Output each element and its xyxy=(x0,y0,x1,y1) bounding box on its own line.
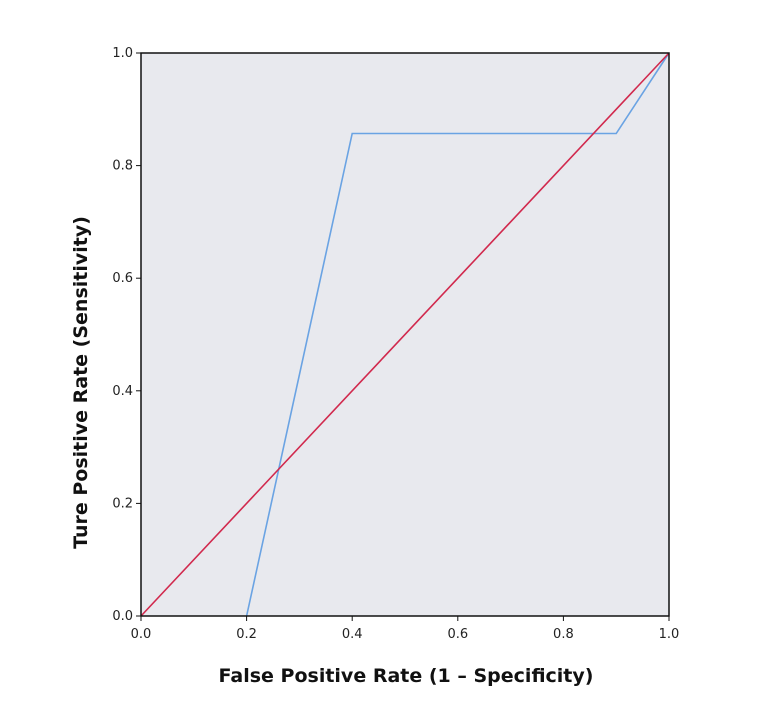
roc-curve-line xyxy=(245,52,670,617)
x-axis-title: False Positive Rate (1 – Specificity) xyxy=(219,665,594,687)
y-tick-label: 1.0 xyxy=(112,46,133,61)
x-tick-label: 0.4 xyxy=(342,627,363,642)
y-axis-ticks: 0.0 0.2 0.4 0.6 0.8 1.0 xyxy=(112,46,141,624)
x-tick-label: 0.6 xyxy=(447,627,468,642)
y-tick-label: 0.2 xyxy=(112,496,133,511)
x-tick-label: 1.0 xyxy=(659,627,680,642)
x-axis-ticks: 0.0 0.2 0.4 0.6 0.8 1.0 xyxy=(131,616,680,642)
y-tick-label: 0.0 xyxy=(112,609,133,624)
y-axis-title: Ture Positive Rate (Sensitivity) xyxy=(70,216,92,549)
reference-diagonal-line xyxy=(140,52,670,617)
y-tick-label: 0.4 xyxy=(112,384,133,399)
y-tick-label: 0.8 xyxy=(112,159,133,174)
y-tick-label: 0.6 xyxy=(112,271,133,286)
x-tick-label: 0.8 xyxy=(553,627,574,642)
x-tick-label: 0.2 xyxy=(236,627,257,642)
series-layer xyxy=(140,52,670,617)
x-tick-label: 0.0 xyxy=(131,627,152,642)
plot-frame xyxy=(140,52,670,617)
